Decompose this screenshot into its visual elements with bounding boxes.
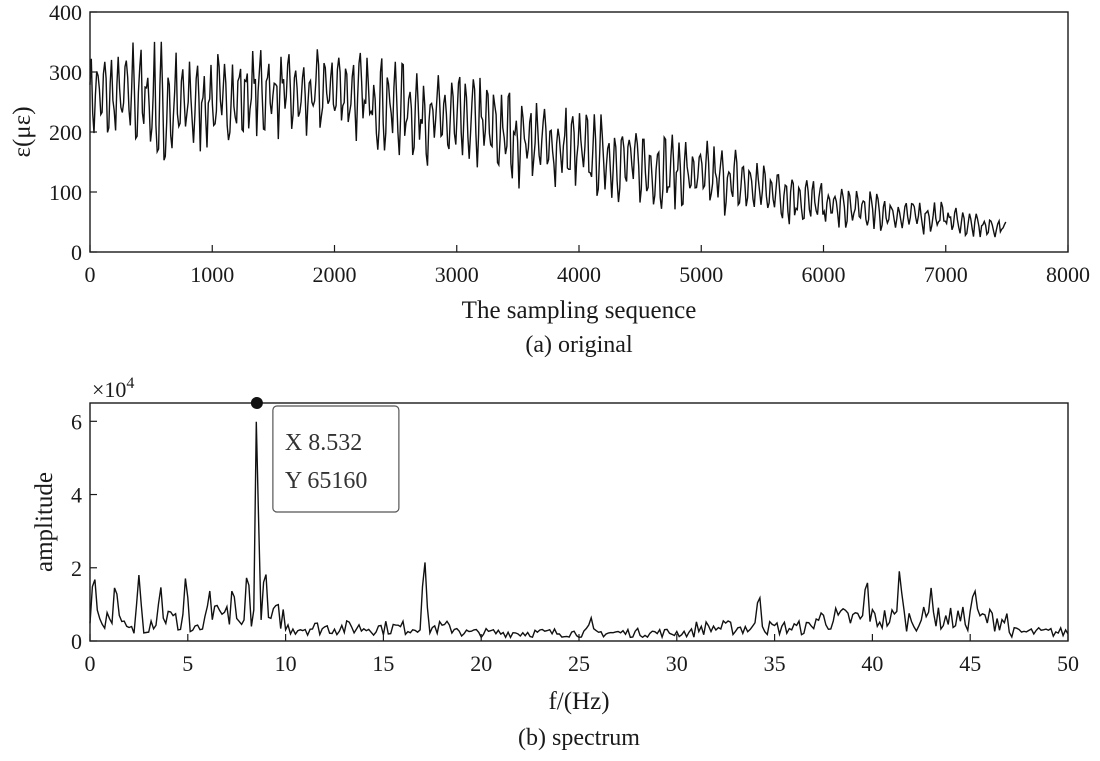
x-axis-label-spectrum: f/(Hz) bbox=[548, 688, 609, 715]
x-tick-label: 35 bbox=[764, 651, 786, 676]
datatip-x-value: X 8.532 bbox=[285, 430, 362, 456]
x-tick-label: 8000 bbox=[1046, 262, 1090, 287]
plot-frame-spectrum bbox=[89, 402, 1069, 642]
x-tick-label: 20 bbox=[470, 651, 492, 676]
y-tick-label: 0 bbox=[71, 629, 82, 654]
y-tick-label: 400 bbox=[49, 0, 82, 25]
x-tick-label: 0 bbox=[85, 651, 96, 676]
y-ticks-original: 0 100 200 300 400 bbox=[49, 0, 97, 265]
datatip-y-value: Y 65160 bbox=[285, 468, 367, 494]
y-axis-label-spectrum: amplitude bbox=[31, 472, 58, 572]
x-tick-label: 1000 bbox=[190, 262, 234, 287]
y-tick-label: 100 bbox=[49, 180, 82, 205]
y-tick-label: 2 bbox=[71, 556, 82, 581]
y-tick-label: 4 bbox=[71, 483, 82, 508]
x-tick-label: 5000 bbox=[679, 262, 723, 287]
caption-spectrum: (b) spectrum bbox=[518, 725, 640, 751]
caption-original: (a) original bbox=[525, 332, 633, 358]
y-axis-label-original: ε(με) bbox=[9, 106, 36, 157]
x-tick-label: 0 bbox=[85, 262, 96, 287]
x-tick-label: 25 bbox=[568, 651, 590, 676]
y-tick-label: 300 bbox=[49, 60, 82, 85]
x-ticks-spectrum: 0 5 10 15 20 25 30 35 40 45 50 bbox=[85, 634, 1079, 676]
x-axis-label-original: The sampling sequence bbox=[462, 297, 697, 324]
spectrum-series-line bbox=[89, 421, 1069, 640]
x-ticks-original: 0 1000 2000 3000 4000 5000 6000 7000 8000 bbox=[85, 245, 1090, 287]
y-scale-exponent: 4 bbox=[126, 375, 134, 392]
x-tick-label: 7000 bbox=[924, 262, 968, 287]
x-tick-label: 2000 bbox=[313, 262, 357, 287]
y-tick-label: 200 bbox=[49, 120, 82, 145]
y-tick-label: 6 bbox=[71, 409, 82, 434]
x-tick-label: 45 bbox=[959, 651, 981, 676]
panel-original: 0 1000 2000 3000 4000 5000 6000 7000 8000 0 100 20… bbox=[9, 0, 1090, 358]
y-ticks-spectrum: 0 2 4 6 bbox=[71, 409, 97, 654]
y-scale-base: ×10 bbox=[92, 377, 126, 402]
datatip-marker[interactable] bbox=[250, 397, 263, 409]
y-tick-label: 0 bbox=[71, 240, 82, 265]
x-tick-label: 6000 bbox=[802, 262, 846, 287]
datatip-box bbox=[272, 405, 400, 513]
x-tick-label: 5 bbox=[182, 651, 193, 676]
x-tick-label: 15 bbox=[372, 651, 394, 676]
x-tick-label: 30 bbox=[666, 651, 688, 676]
x-tick-label: 10 bbox=[275, 651, 297, 676]
x-tick-label: 3000 bbox=[435, 262, 479, 287]
x-tick-label: 4000 bbox=[557, 262, 601, 287]
x-tick-label: 50 bbox=[1057, 651, 1079, 676]
y-scale-factor: ×104 bbox=[92, 375, 134, 402]
datatip[interactable]: X 8.532 Y 65160 bbox=[250, 397, 400, 513]
x-tick-label: 40 bbox=[861, 651, 883, 676]
strain-series-line bbox=[89, 41, 1007, 238]
